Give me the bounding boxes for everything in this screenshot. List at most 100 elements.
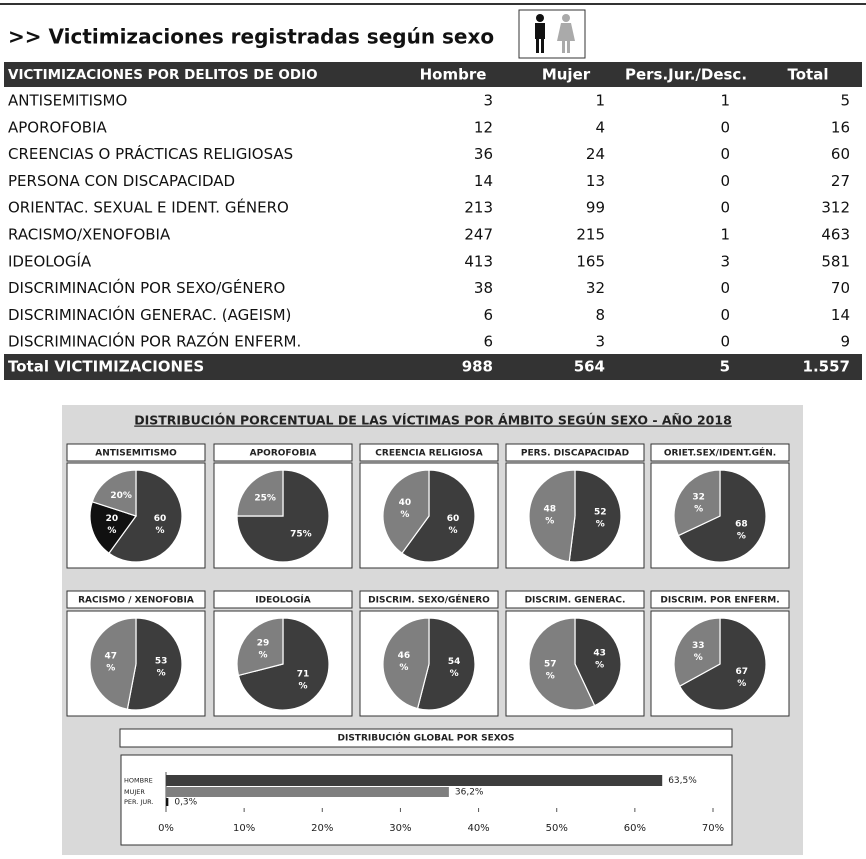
pie-slice <box>382 617 430 710</box>
cell-number: 0 <box>720 306 730 324</box>
row-label: ORIENTAC. SEXUAL E IDENT. GÉNERO <box>8 198 289 217</box>
pie-title-box <box>650 443 790 462</box>
pie-label: 75% <box>290 529 312 539</box>
pie-slice <box>528 469 576 563</box>
pie-label: 47% <box>105 651 118 673</box>
pie-label: 68% <box>735 519 748 541</box>
cell-number: 213 <box>464 199 493 217</box>
pie-label: 43% <box>593 648 606 670</box>
pie-title: ANTISEMITISMO <box>95 449 177 459</box>
title: >> Victimizaciones registradas según sex… <box>8 25 494 49</box>
cell-number: 16 <box>831 118 850 136</box>
cell-number: 24 <box>586 145 605 163</box>
cell-number: 3 <box>483 92 493 110</box>
pie-slice <box>673 469 721 537</box>
pie-title-box <box>505 443 645 462</box>
column-header: Hombre <box>420 66 487 84</box>
cell-number: 165 <box>576 252 605 270</box>
pie-title: RACISMO / XENOFOBIA <box>78 596 194 606</box>
pie-label: 48% <box>543 504 556 526</box>
pie-slice <box>416 617 476 711</box>
bar-category: HOMBRE <box>124 777 153 785</box>
table-header-bg <box>4 62 862 87</box>
pie-label: 25% <box>254 494 276 504</box>
cell-number: 0 <box>720 145 730 163</box>
cell-number: 32 <box>586 279 605 297</box>
cell-number: 6 <box>483 333 493 351</box>
cell-number: 5 <box>840 92 850 110</box>
row-label: DISCRIMINACIÓN GENERAC. (AGEISM) <box>8 305 291 324</box>
cell-number: 12 <box>474 118 493 136</box>
pie-slice <box>574 617 622 707</box>
cell-number: 3 <box>595 333 605 351</box>
row-label: DISCRIMINACIÓN POR SEXO/GÉNERO <box>8 278 285 297</box>
cell-number: 60 <box>831 145 850 163</box>
cell-number: 14 <box>474 172 493 190</box>
cell-number: 27 <box>831 172 850 190</box>
panel-title: DISTRIBUCIÓN PORCENTUAL DE LAS VÍCTIMAS … <box>134 413 732 428</box>
pie-slice <box>673 617 721 687</box>
cell-number: 215 <box>576 226 605 244</box>
cell-number: 0 <box>720 333 730 351</box>
bar-category: PER. JUR. <box>124 798 153 806</box>
cell-number: 99 <box>586 199 605 217</box>
bar-title: DISTRIBUCIÓN GLOBAL POR SEXOS <box>338 732 515 744</box>
cell-number: 4 <box>595 118 605 136</box>
x-tick-label: 70% <box>702 823 724 834</box>
cell-number: 38 <box>474 279 493 297</box>
pie-label: 20% <box>106 513 119 535</box>
bar-category: MUJER <box>124 788 145 796</box>
sex-icon <box>518 9 586 59</box>
total-cell: 5 <box>720 358 730 376</box>
bar <box>166 787 449 797</box>
x-tick-label: 30% <box>389 823 411 834</box>
pie-title-box <box>66 590 206 609</box>
pie-title: ORIET.SEX/IDENT.GÉN. <box>664 447 776 459</box>
pie-label: 33% <box>692 641 705 663</box>
pie-title-box <box>66 443 206 462</box>
cell-number: 463 <box>821 226 850 244</box>
row-label: ANTISEMITISMO <box>8 92 127 110</box>
cell-number: 581 <box>821 252 850 270</box>
pie-slice <box>237 617 330 711</box>
x-tick-label: 20% <box>311 823 333 834</box>
pie-title: DISCRIM. POR ENFERM. <box>660 596 779 606</box>
pie-label: 52% <box>594 507 607 529</box>
pie-title-box <box>505 590 645 609</box>
pie-title: IDEOLOGÍA <box>255 594 310 606</box>
pie-label: 60% <box>154 513 167 535</box>
pie-slice <box>401 469 476 563</box>
x-tick-label: 60% <box>624 823 646 834</box>
total-cell: Total VICTIMIZACIONES <box>8 358 204 376</box>
pie-slice <box>89 501 137 555</box>
cell-number: 1 <box>720 226 730 244</box>
cell-number: 0 <box>720 199 730 217</box>
pie-title: DISCRIM. GENERAC. <box>525 596 626 606</box>
cell-number: 13 <box>586 172 605 190</box>
pie-slice <box>108 469 183 563</box>
x-tick-label: 0% <box>158 823 174 834</box>
column-header: Pers.Jur./Desc. <box>625 66 747 84</box>
pie-title-box <box>359 443 499 462</box>
pie-slice <box>677 469 767 563</box>
pie-label: 57% <box>544 659 557 681</box>
cell-number: 0 <box>720 279 730 297</box>
cell-number: 6 <box>483 306 493 324</box>
pie-title-box <box>650 590 790 609</box>
pie-title: APOROFOBIA <box>250 449 317 459</box>
pie-slice <box>89 617 137 710</box>
column-header: Mujer <box>542 66 591 84</box>
row-label: APOROFOBIA <box>8 118 107 136</box>
table-total-bg <box>4 354 862 380</box>
pie-slice <box>126 617 183 711</box>
total-cell: 988 <box>462 358 493 376</box>
x-tick-label: 40% <box>467 823 489 834</box>
pie-title-box <box>359 590 499 609</box>
row-label: IDEOLOGÍA <box>8 251 92 270</box>
cell-number: 413 <box>464 252 493 270</box>
pie-label: 53% <box>155 656 168 678</box>
pie-label: 29% <box>257 638 270 660</box>
pie-slice <box>382 469 430 555</box>
